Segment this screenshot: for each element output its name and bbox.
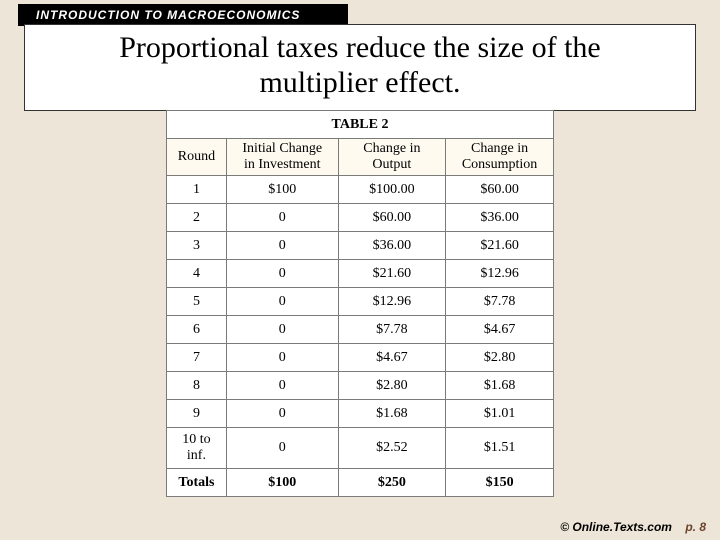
table-row: 40$21.60$12.96	[167, 260, 554, 288]
table-header-row: Round Initial Change in Investment Chang…	[167, 139, 554, 176]
cell-investment: $100	[226, 176, 338, 204]
col-header-round: Round	[167, 139, 227, 176]
cell-round: 7	[167, 344, 227, 372]
col-header-investment-l1: Initial Change	[242, 141, 322, 156]
cell-consumption: $12.96	[446, 260, 554, 288]
section-header-bar: INTRODUCTION TO MACROECONOMICS	[18, 4, 348, 26]
table-row: 1$100$100.00$60.00	[167, 176, 554, 204]
cell-consumption: $36.00	[446, 204, 554, 232]
section-header-text: INTRODUCTION TO MACROECONOMICS	[36, 8, 300, 22]
cell-output: $2.80	[338, 372, 446, 400]
table-totals-row: Totals $100 $250 $150	[167, 469, 554, 497]
cell-round: 9	[167, 400, 227, 428]
table-row: 90$1.68$1.01	[167, 400, 554, 428]
title-line-2: multiplier effect.	[45, 66, 675, 101]
cell-consumption: $21.60	[446, 232, 554, 260]
cell-consumption: $2.80	[446, 344, 554, 372]
table-caption-row: TABLE 2	[167, 111, 554, 139]
cell-output: $36.00	[338, 232, 446, 260]
multiplier-table: TABLE 2 Round Initial Change in Investme…	[166, 110, 554, 497]
table-caption: TABLE 2	[167, 111, 554, 139]
cell-output: $2.52	[338, 428, 446, 469]
totals-consumption: $150	[446, 469, 554, 497]
totals-output: $250	[338, 469, 446, 497]
cell-round: 4	[167, 260, 227, 288]
cell-consumption: $1.68	[446, 372, 554, 400]
col-header-investment-l2: in Investment	[244, 157, 321, 172]
cell-investment: 0	[226, 372, 338, 400]
col-header-consumption-l2: Consumption	[462, 157, 537, 172]
cell-consumption: $1.01	[446, 400, 554, 428]
col-header-output: Change in Output	[338, 139, 446, 176]
cell-investment: 0	[226, 204, 338, 232]
cell-output: $60.00	[338, 204, 446, 232]
slide-footer: © Online.Texts.com p. 8	[560, 520, 706, 534]
table-row: 20$60.00$36.00	[167, 204, 554, 232]
title-line-1: Proportional taxes reduce the size of th…	[45, 31, 675, 66]
cell-round: 5	[167, 288, 227, 316]
cell-round: 6	[167, 316, 227, 344]
cell-investment: 0	[226, 428, 338, 469]
footer-page-number: p. 8	[685, 520, 706, 534]
totals-investment: $100	[226, 469, 338, 497]
table-row: 10 to inf.0$2.52$1.51	[167, 428, 554, 469]
cell-consumption: $60.00	[446, 176, 554, 204]
table-row: 70$4.67$2.80	[167, 344, 554, 372]
cell-output: $100.00	[338, 176, 446, 204]
cell-output: $7.78	[338, 316, 446, 344]
cell-round: 8	[167, 372, 227, 400]
table-row: 50$12.96$7.78	[167, 288, 554, 316]
slide-title-box: Proportional taxes reduce the size of th…	[24, 24, 696, 111]
multiplier-table-container: TABLE 2 Round Initial Change in Investme…	[166, 110, 554, 497]
cell-output: $21.60	[338, 260, 446, 288]
cell-round: 2	[167, 204, 227, 232]
cell-investment: 0	[226, 316, 338, 344]
cell-round: 1	[167, 176, 227, 204]
col-header-round-text: Round	[178, 149, 215, 164]
totals-label: Totals	[167, 469, 227, 497]
cell-investment: 0	[226, 288, 338, 316]
col-header-output-l2: Output	[372, 157, 411, 172]
cell-output: $4.67	[338, 344, 446, 372]
cell-investment: 0	[226, 232, 338, 260]
table-row: 80$2.80$1.68	[167, 372, 554, 400]
cell-output: $12.96	[338, 288, 446, 316]
cell-consumption: $7.78	[446, 288, 554, 316]
footer-source: © Online.Texts.com	[560, 520, 672, 534]
cell-investment: 0	[226, 260, 338, 288]
table-row: 60$7.78$4.67	[167, 316, 554, 344]
cell-investment: 0	[226, 400, 338, 428]
col-header-consumption-l1: Change in	[471, 141, 528, 156]
col-header-investment: Initial Change in Investment	[226, 139, 338, 176]
cell-round: 10 to inf.	[167, 428, 227, 469]
cell-consumption: $1.51	[446, 428, 554, 469]
col-header-consumption: Change in Consumption	[446, 139, 554, 176]
cell-output: $1.68	[338, 400, 446, 428]
col-header-output-l1: Change in	[363, 141, 420, 156]
table-row: 30$36.00$21.60	[167, 232, 554, 260]
cell-investment: 0	[226, 344, 338, 372]
cell-consumption: $4.67	[446, 316, 554, 344]
cell-round: 3	[167, 232, 227, 260]
